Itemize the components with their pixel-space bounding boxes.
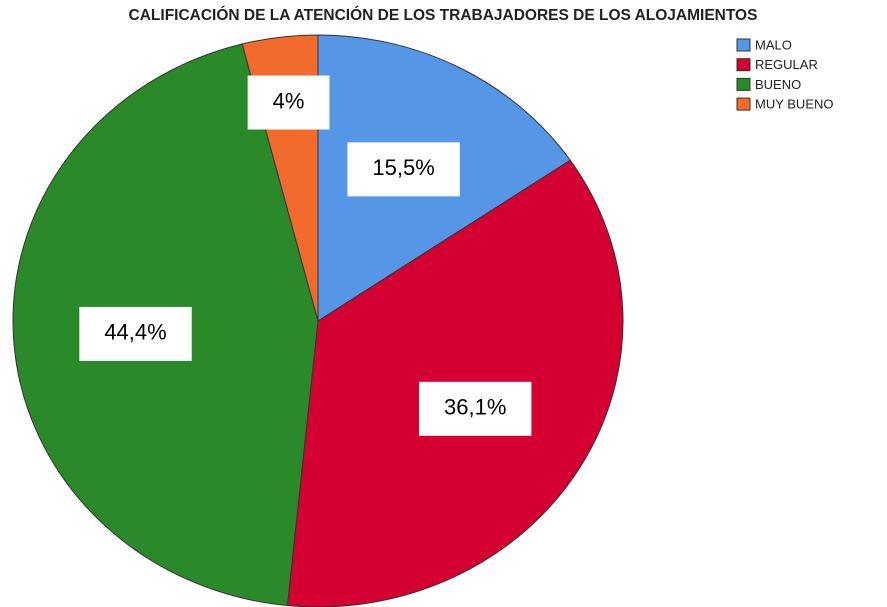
legend-label: MUY BUENO	[755, 97, 834, 112]
legend-swatch	[736, 38, 751, 52]
data-label-box	[347, 142, 460, 197]
data-label-box	[247, 75, 330, 130]
legend-swatch	[736, 77, 751, 91]
legend-label: BUENO	[755, 77, 801, 92]
legend-swatch	[736, 97, 751, 111]
data-label: 4%	[273, 88, 305, 113]
chart-title: CALIFICACIÓN DE LA ATENCIÓN DE LOS TRABA…	[129, 6, 758, 24]
legend-swatch	[736, 58, 751, 72]
data-label-box	[79, 306, 192, 361]
legend-label: REGULAR	[755, 57, 818, 72]
data-label-box	[419, 381, 532, 436]
data-label: 36,1%	[444, 395, 506, 420]
data-label: 44,4%	[104, 320, 166, 345]
data-label: 15,5%	[372, 155, 434, 180]
legend-label: MALO	[755, 37, 792, 52]
